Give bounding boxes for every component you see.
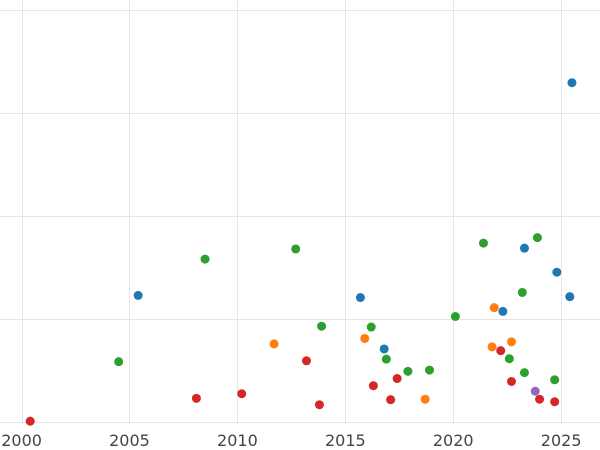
- data-point: [317, 321, 327, 331]
- data-point: [504, 354, 514, 364]
- data-point: [191, 393, 201, 403]
- data-point: [314, 400, 324, 410]
- data-point: [478, 238, 488, 248]
- data-point: [366, 322, 376, 332]
- data-point: [519, 368, 529, 378]
- data-point: [291, 244, 301, 254]
- data-point: [489, 303, 499, 313]
- grid-layer: [0, 0, 600, 425]
- data-point: [386, 395, 396, 405]
- x-tick-label: 2010: [217, 431, 258, 450]
- data-point: [532, 233, 542, 243]
- data-point: [25, 416, 35, 426]
- data-point: [403, 366, 413, 376]
- data-point: [360, 333, 370, 343]
- data-point: [269, 339, 279, 349]
- data-point: [567, 78, 577, 88]
- data-point: [381, 354, 391, 364]
- data-point: [496, 346, 506, 356]
- data-point: [530, 386, 540, 396]
- data-point: [392, 374, 402, 384]
- x-tick-label: 2005: [109, 431, 150, 450]
- data-point: [550, 397, 560, 407]
- x-tick-label: 2025: [541, 431, 582, 450]
- data-point: [565, 292, 575, 302]
- x-axis-ticks: 2000 2005 2010 2015 2020 2025: [1, 431, 581, 450]
- data-point: [507, 376, 517, 386]
- data-point: [498, 306, 508, 316]
- x-tick-label: 2015: [325, 431, 366, 450]
- data-point: [420, 394, 430, 404]
- x-tick-label: 2020: [433, 431, 474, 450]
- data-point: [450, 312, 460, 321]
- data-points: [25, 78, 577, 426]
- data-point: [237, 389, 247, 399]
- data-point: [200, 254, 210, 264]
- data-point: [550, 375, 560, 385]
- data-point: [424, 365, 434, 375]
- data-point: [507, 337, 517, 347]
- data-point: [517, 287, 527, 297]
- data-point: [301, 356, 311, 366]
- x-tick-label: 2000: [1, 431, 42, 450]
- data-point: [552, 267, 562, 277]
- data-point: [487, 342, 497, 352]
- data-point: [535, 394, 545, 404]
- data-point: [114, 357, 124, 367]
- data-point: [519, 243, 529, 253]
- data-point: [133, 290, 143, 300]
- data-point: [368, 381, 378, 391]
- data-point: [355, 293, 365, 303]
- data-point: [379, 344, 389, 354]
